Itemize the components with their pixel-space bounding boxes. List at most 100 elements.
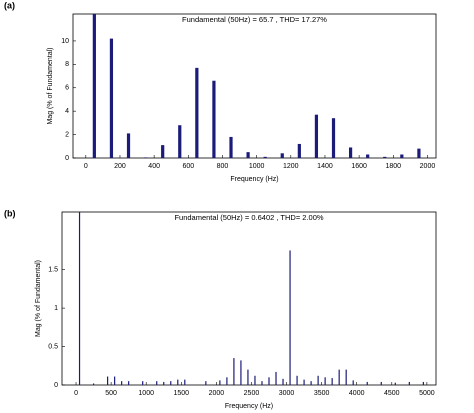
bar	[126, 133, 131, 158]
bar	[205, 381, 207, 385]
x-tick-label: 0	[84, 163, 88, 170]
bar	[177, 379, 179, 385]
bar	[161, 145, 165, 158]
panel-label: (b)	[4, 208, 16, 218]
x-tick-label: 1000	[249, 163, 265, 170]
bar	[366, 381, 368, 385]
bar	[92, 383, 95, 385]
x-tick-label: 1000	[138, 390, 154, 397]
bar	[303, 379, 305, 385]
bar	[121, 381, 123, 385]
x-tick-label: 2000	[209, 390, 225, 397]
panel-label: (a)	[4, 0, 15, 10]
bar	[178, 125, 182, 158]
bar	[109, 38, 114, 158]
y-tick-label: 8	[65, 61, 69, 68]
bar	[268, 377, 270, 385]
bar	[297, 143, 301, 158]
bar	[229, 136, 233, 158]
bar	[383, 156, 387, 158]
bar	[310, 381, 312, 385]
bar	[296, 375, 298, 385]
chart-title: Fundamental (50Hz) = 0.6402 , THD= 2.00%	[174, 213, 323, 222]
bar	[142, 381, 144, 385]
plot-area	[61, 211, 437, 386]
bar	[219, 380, 221, 385]
bar	[263, 156, 267, 158]
bar	[156, 381, 158, 385]
bar	[289, 250, 291, 385]
bar	[240, 360, 242, 385]
bar	[195, 67, 199, 158]
x-tick-label: 1400	[317, 163, 333, 170]
bar	[92, 14, 96, 158]
bar	[128, 381, 130, 385]
bar	[394, 382, 396, 385]
x-tick-label: 1800	[386, 163, 402, 170]
y-axis-label: Mag (% of Fundamental)	[35, 260, 42, 337]
x-tick-label: 1200	[283, 163, 299, 170]
chart-title: Fundamental (50Hz) = 65.7 , THD= 17.27%	[182, 15, 327, 24]
x-tick-label: 800	[217, 163, 229, 170]
bar	[408, 381, 410, 385]
x-tick-label: 0	[74, 390, 78, 397]
x-tick-label: 500	[105, 390, 117, 397]
y-tick-label: 1	[54, 305, 58, 312]
bar	[314, 114, 319, 158]
bars	[78, 212, 424, 385]
bar	[212, 80, 216, 158]
x-tick-label: 3000	[279, 390, 295, 397]
bar	[366, 154, 370, 158]
y-tick-label: 0	[65, 155, 69, 162]
bar	[338, 369, 340, 385]
x-tick-label: 1500	[173, 390, 189, 397]
bar	[380, 381, 382, 385]
x-tick-label: 4000	[349, 390, 365, 397]
y-tick-label: 4	[65, 108, 69, 115]
plot-area	[72, 13, 437, 159]
bar	[78, 212, 81, 385]
y-tick-label: 0	[54, 382, 58, 389]
bars	[92, 14, 421, 158]
bar	[170, 381, 172, 385]
x-tick-label: 4500	[384, 390, 400, 397]
bar	[324, 377, 326, 385]
bar	[144, 157, 148, 158]
bar	[422, 381, 424, 385]
x-tick-label: 400	[148, 163, 160, 170]
bar	[114, 376, 116, 385]
bar	[261, 381, 263, 385]
bar	[226, 377, 228, 385]
x-tick-label: 1600	[351, 163, 367, 170]
bar	[345, 369, 347, 385]
bar	[254, 375, 256, 385]
x-axis-label: Frequency (Hz)	[225, 403, 273, 410]
bar	[400, 154, 404, 158]
y-tick-label: 2	[65, 131, 69, 138]
bar	[163, 381, 165, 385]
y-tick-label: 10	[61, 38, 69, 45]
bar	[352, 380, 354, 385]
y-axis-label: Mag (% of Fundamental)	[47, 47, 54, 124]
x-tick-label: 200	[114, 163, 126, 170]
bar	[317, 375, 319, 385]
bar	[233, 358, 235, 385]
x-axis-label: Frequency (Hz)	[230, 176, 278, 183]
bar	[331, 378, 333, 385]
bar	[247, 369, 249, 385]
x-tick-label: 5000	[419, 390, 435, 397]
y-tick-label: 1.5	[48, 267, 58, 274]
x-tick-label: 3500	[314, 390, 330, 397]
bar	[282, 378, 284, 385]
bar	[348, 147, 353, 158]
bar	[107, 376, 109, 385]
bar	[331, 118, 336, 158]
x-tick-label: 2500	[244, 390, 260, 397]
y-tick-label: 0.5	[48, 343, 58, 350]
bar	[280, 153, 284, 158]
bar	[417, 148, 421, 158]
bar	[246, 152, 250, 158]
x-tick-label: 600	[182, 163, 194, 170]
y-tick-label: 6	[65, 85, 69, 92]
